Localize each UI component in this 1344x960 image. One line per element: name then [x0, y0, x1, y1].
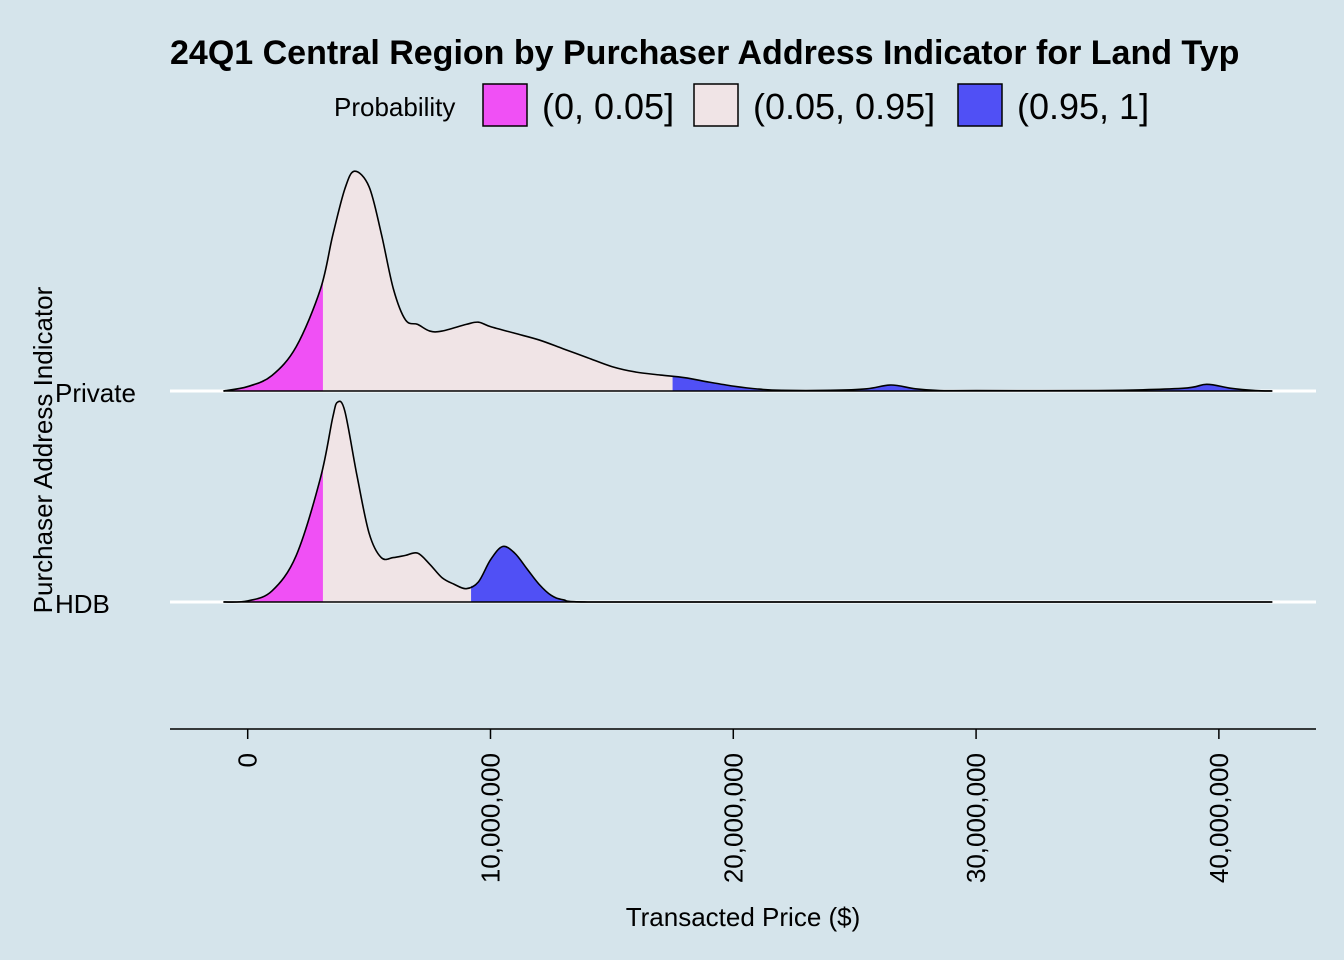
legend-key-high — [957, 83, 1003, 127]
region-private-mid — [322, 171, 673, 391]
region-hdb-high — [471, 546, 1273, 603]
category-label-hdb: HDB — [55, 589, 110, 619]
legend-title: Probability — [334, 92, 455, 122]
x-axis-ticks: 0 10,000,000 20,000,000 30,000,000 40,000,00… — [233, 729, 1234, 883]
legend-key-low — [482, 83, 528, 127]
region-private-low — [223, 278, 324, 391]
x-tick-label-0: 0 — [233, 753, 263, 767]
x-tick-label-1: 10,000,000 — [475, 753, 505, 883]
legend-label-high: (0.95, 1] — [1017, 86, 1149, 127]
y-axis-title: Purchaser Address Indicator — [28, 286, 58, 613]
ridge-hdb — [223, 400, 1273, 603]
legend: Probability (0, 0.05] (0.05, 0.95] (0.95… — [334, 83, 1149, 127]
x-tick-label-3: 30,000,000 — [961, 753, 991, 883]
x-tick-label-2: 20,000,000 — [718, 753, 748, 883]
ridges — [223, 170, 1273, 603]
category-labels: Private HDB — [55, 378, 136, 619]
legend-label-mid: (0.05, 0.95] — [753, 86, 935, 127]
region-hdb-low — [223, 465, 324, 603]
region-hdb-mid — [322, 401, 472, 602]
ridge-private — [223, 170, 1273, 392]
legend-label-low: (0, 0.05] — [542, 86, 674, 127]
region-private-high — [672, 376, 1273, 391]
legend-key-mid — [693, 83, 739, 127]
chart-title: 24Q1 Central Region by Purchaser Address… — [170, 34, 1239, 72]
category-label-private: Private — [55, 378, 136, 408]
x-axis-title: Transacted Price ($) — [626, 902, 861, 932]
x-tick-label-4: 40,000,000 — [1204, 753, 1234, 883]
